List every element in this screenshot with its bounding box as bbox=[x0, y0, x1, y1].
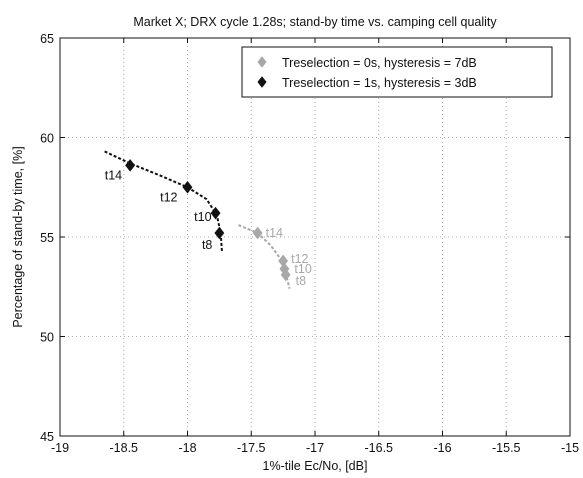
y-tick-label: 60 bbox=[40, 132, 54, 146]
data-point-series-1 bbox=[280, 268, 291, 282]
legend-entry-label: Treselection = 0s, hysteresis = 7dB bbox=[282, 56, 477, 70]
x-tick-label: -16 bbox=[433, 441, 451, 455]
data-point-series-2 bbox=[214, 226, 225, 240]
legend-marker bbox=[257, 76, 267, 88]
y-axis-ticks: 45 50 55 60 65 bbox=[40, 32, 570, 444]
y-axis-label: Percentage of stand-by time, [%] bbox=[11, 146, 25, 327]
legend: Treselection = 0s, hysteresis = 7dB Trese… bbox=[241, 46, 553, 98]
data-point-series-2 bbox=[182, 180, 193, 194]
x-tick-label: -18.5 bbox=[110, 441, 139, 455]
point-label: t10 bbox=[294, 262, 311, 276]
data-point-series-2 bbox=[210, 206, 221, 220]
legend-marker bbox=[257, 56, 267, 68]
grid-lines bbox=[60, 38, 570, 436]
data-markers bbox=[125, 158, 291, 282]
data-point-series-1 bbox=[252, 226, 263, 240]
y-tick-label: 45 bbox=[40, 430, 54, 444]
legend-box bbox=[241, 46, 553, 98]
y-tick-label: 55 bbox=[40, 231, 54, 245]
data-point-series-2 bbox=[125, 158, 136, 172]
point-label: t14 bbox=[266, 226, 283, 240]
x-axis-ticks: -19 -18.5 -18 -17.5 -17 -16.5 -16 -15.5 -15 bbox=[51, 38, 579, 455]
point-label: t10 bbox=[194, 210, 211, 224]
x-tick-label: -15.5 bbox=[492, 441, 521, 455]
point-label: t8 bbox=[202, 238, 212, 252]
y-tick-label: 65 bbox=[40, 32, 54, 46]
x-tick-label: -16.5 bbox=[365, 441, 394, 455]
x-tick-label: -19 bbox=[51, 441, 69, 455]
legend-entry-label: Treselection = 1s, hysteresis = 3dB bbox=[282, 76, 477, 90]
x-axis-label: 1%-tile Ec/No, [dB] bbox=[263, 459, 368, 473]
x-tick-label: -17.5 bbox=[237, 441, 266, 455]
y-tick-label: 50 bbox=[40, 331, 54, 345]
point-label: t8 bbox=[296, 274, 306, 288]
x-tick-label: -15 bbox=[561, 441, 579, 455]
x-tick-label: -17 bbox=[306, 441, 324, 455]
point-label: t14 bbox=[105, 168, 122, 182]
point-label: t12 bbox=[291, 252, 308, 266]
point-label: t12 bbox=[160, 190, 177, 204]
x-tick-label: -18 bbox=[178, 441, 196, 455]
chart-title: Market X; DRX cycle 1.28s; stand-by time… bbox=[133, 15, 497, 29]
